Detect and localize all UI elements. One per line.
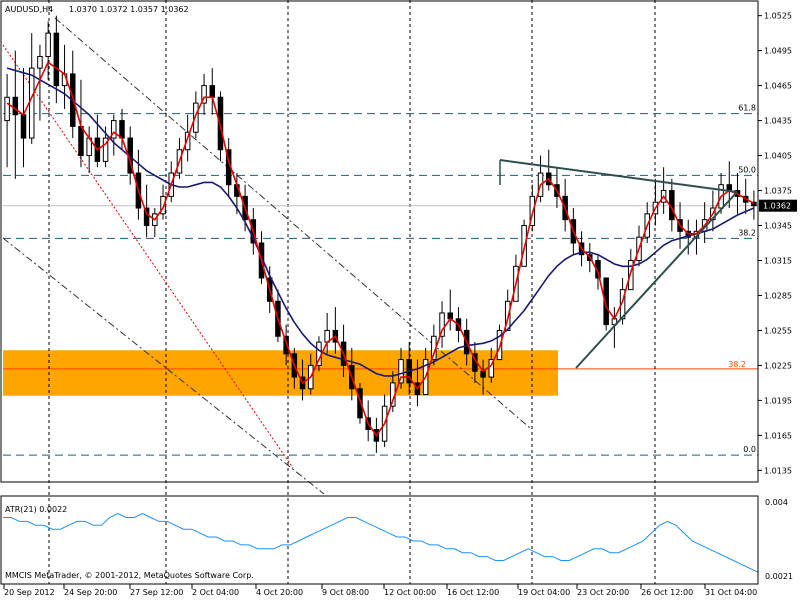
date-tick-label: 27 Sep 12:00 <box>130 588 183 597</box>
candle-body <box>102 137 109 162</box>
triangle-upper-line <box>499 159 738 193</box>
candle-body <box>160 195 166 215</box>
fib-level-label: 38.2 <box>738 228 756 237</box>
price-tick-label: 1.0255 <box>764 326 792 335</box>
price-tick-label: 1.0285 <box>764 291 792 300</box>
channel-lower-line <box>2 237 325 495</box>
date-tick-label: 2 Oct 04:00 <box>192 588 239 597</box>
candle-body <box>439 312 445 337</box>
copyright-footer: MMCIS MetaTrader, © 2001-2012, MetaQuote… <box>5 571 254 580</box>
current-price-tag <box>759 199 797 212</box>
candle-body <box>78 125 84 157</box>
fib-anchor-line <box>2 44 294 469</box>
slow-moving-average <box>6 67 755 377</box>
fib-level-label: 50.0 <box>738 165 756 174</box>
price-tick-label: 1.0465 <box>764 82 792 91</box>
candle-body <box>119 120 125 139</box>
candle-body <box>398 359 404 384</box>
price-tick-label: 1.0345 <box>764 222 792 231</box>
candle-body <box>283 335 289 355</box>
candle-body <box>357 388 363 419</box>
candle-body <box>619 289 626 320</box>
candle-body <box>53 32 60 87</box>
candle-body <box>488 359 495 378</box>
date-tick-label: 9 Oct 08:00 <box>322 588 369 597</box>
candle-body <box>603 277 609 326</box>
fib-level-label: 61.8 <box>738 104 756 113</box>
fib-level-label: 0.0 <box>743 445 756 454</box>
price-tick-label: 1.0165 <box>764 431 792 440</box>
current-price-label: 1.0362 <box>763 202 791 211</box>
price-tick-label: 1.0225 <box>764 361 792 370</box>
atr-tick-label: 0.004 <box>765 498 788 507</box>
fast-moving-average <box>6 61 755 437</box>
candle-body <box>111 120 117 139</box>
zone-level-label: 38.2 <box>728 360 746 369</box>
price-tick-label: 1.0375 <box>764 187 792 196</box>
price-tick-label: 1.0315 <box>764 256 792 265</box>
atr-tick-label: 0.0021 <box>765 572 793 581</box>
date-tick-label: 23 Oct 20:00 <box>577 588 629 597</box>
date-tick-label: 12 Oct 00:00 <box>384 588 436 597</box>
candle-body <box>45 32 51 57</box>
date-tick-label: 26 Oct 12:00 <box>641 588 693 597</box>
price-tick-label: 1.0135 <box>764 466 792 475</box>
triangle-lower-line <box>575 191 738 369</box>
candle-body <box>28 67 35 139</box>
candle-body <box>20 114 27 139</box>
price-tick-label: 1.0405 <box>764 152 792 161</box>
candle-body <box>193 102 199 133</box>
candle-body <box>4 96 10 122</box>
price-tick-label: 1.0525 <box>764 12 792 21</box>
date-tick-label: 31 Oct 04:00 <box>705 588 757 597</box>
date-tick-label: 4 Oct 20:00 <box>256 588 303 597</box>
candle-body <box>201 85 207 104</box>
price-tick-label: 1.0495 <box>764 47 792 56</box>
price-tick-label: 1.0435 <box>764 117 792 126</box>
date-tick-label: 24 Sep 20:00 <box>64 588 117 597</box>
candle-body <box>37 55 43 69</box>
date-tick-label: 16 Oct 12:00 <box>447 588 499 597</box>
main-panel-frame <box>0 0 759 483</box>
candle-body <box>751 201 757 207</box>
chart-header-quote: 1.0370 1.0372 1.0357 1.0362 <box>69 5 189 14</box>
atr-line <box>3 513 759 573</box>
candle-body <box>143 207 150 227</box>
candle-body <box>12 96 19 116</box>
atr-panel-frame <box>0 495 759 585</box>
candle-body <box>184 131 191 151</box>
support-zone <box>3 350 558 396</box>
candle-body <box>209 85 216 98</box>
date-tick-label: 20 Sep 2012 <box>4 588 55 597</box>
atr-title: ATR(21) 0.0022 <box>5 505 67 514</box>
chart-header-symbol: AUDUSD,H4 <box>5 5 53 14</box>
date-tick-label: 19 Oct 04:00 <box>518 588 570 597</box>
price-tick-label: 1.0195 <box>764 396 792 405</box>
